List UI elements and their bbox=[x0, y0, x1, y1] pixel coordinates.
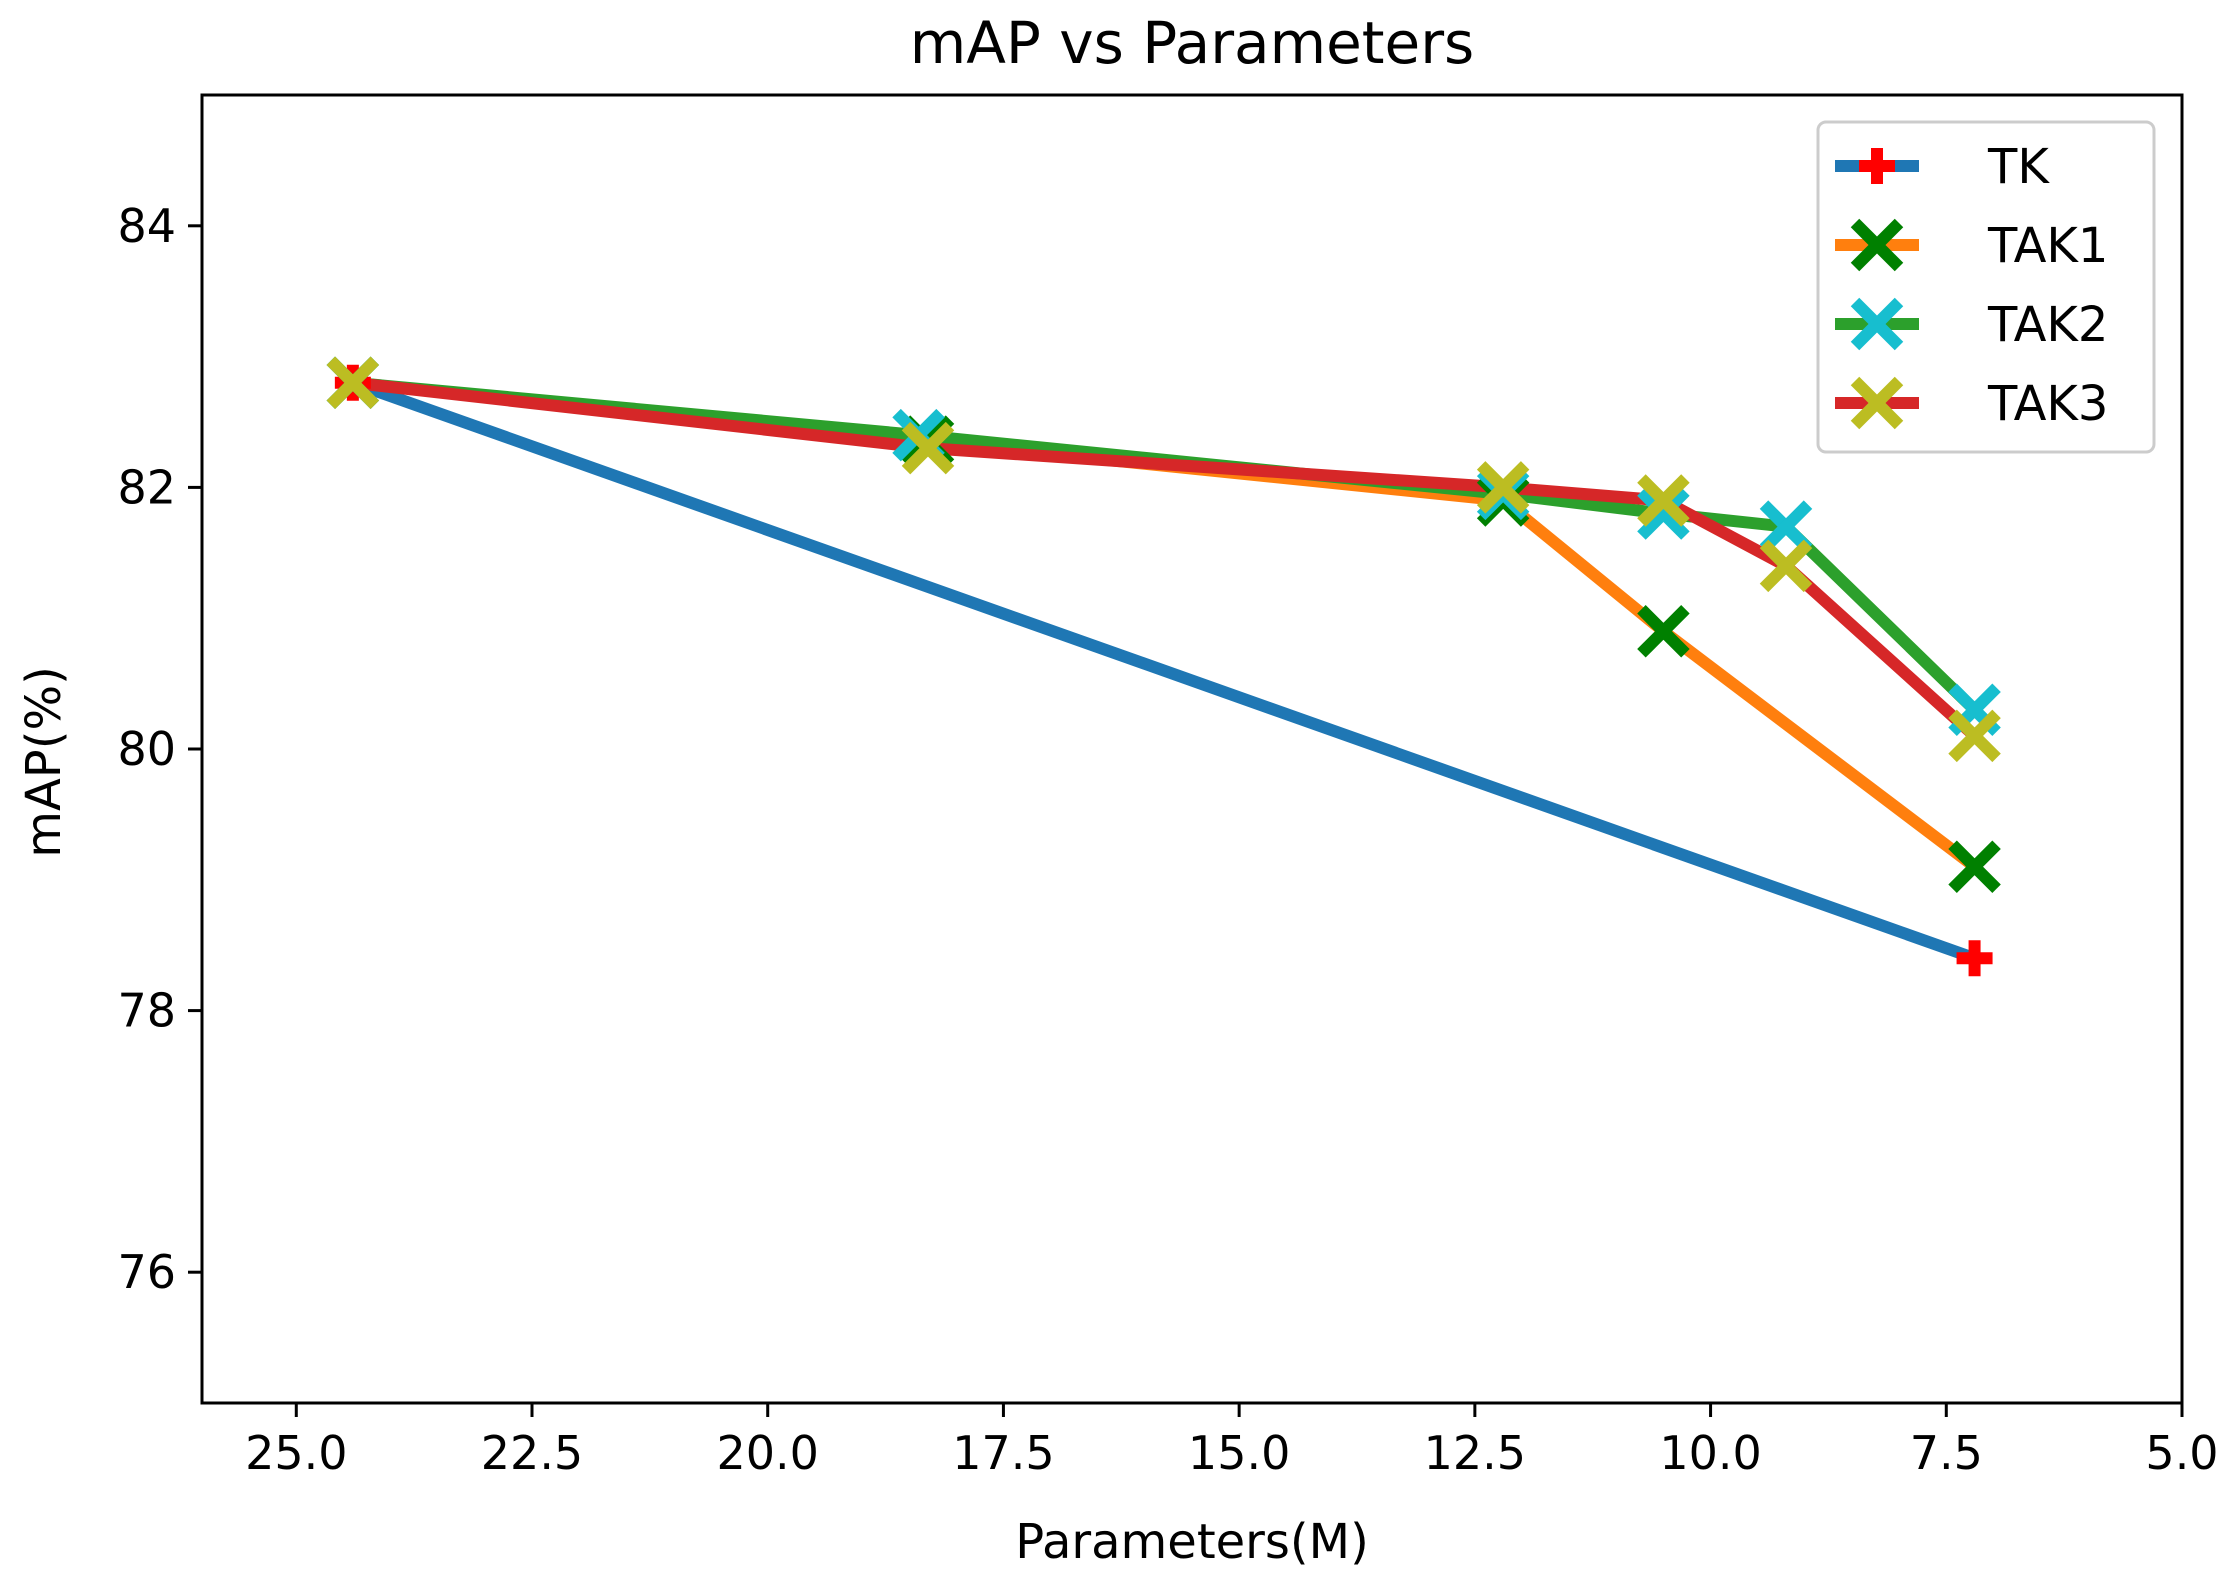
data-point-tak3-0 bbox=[326, 356, 380, 410]
x-tick-label: 12.5 bbox=[1424, 1426, 1526, 1480]
x-tick-label: 20.0 bbox=[717, 1426, 819, 1480]
series-line-tk bbox=[350, 377, 1977, 964]
legend-label: TAK2 bbox=[1987, 297, 2108, 353]
plot-area bbox=[326, 356, 2001, 977]
legend-marker-swatch bbox=[1850, 218, 1904, 272]
legend-item-tak3: TAK3 bbox=[1835, 376, 2108, 432]
legend-marker-swatch bbox=[1850, 297, 1904, 351]
x-tick-label: 25.0 bbox=[245, 1426, 347, 1480]
x-tick-label: 22.5 bbox=[481, 1426, 583, 1480]
x-tick-label: 15.0 bbox=[1188, 1426, 1290, 1480]
legend: TK TAK1 TAK2 TAK3 bbox=[1816, 120, 2156, 454]
legend-item-tk: TK bbox=[1835, 139, 2050, 195]
y-tick-label: 76 bbox=[117, 1245, 176, 1299]
y-tick-label: 84 bbox=[117, 199, 176, 253]
x-tick-label: 7.5 bbox=[1910, 1426, 1983, 1480]
legend-item-tak2: TAK2 bbox=[1835, 297, 2108, 353]
axes: 25.0 22.5 20.0 17.5 15.0 12.5 10.0 7.5 5.0 76 78 80… bbox=[117, 93, 2219, 1480]
data-point-tak2-4 bbox=[1759, 500, 1813, 553]
x-axis-label: Parameters(M) bbox=[1015, 1514, 1369, 1570]
series-line-tak2 bbox=[352, 376, 1979, 715]
data-point-tak3-5 bbox=[1948, 709, 2001, 763]
legend-marker-swatch bbox=[1850, 376, 1904, 430]
x-tick-label: 10.0 bbox=[1659, 1426, 1761, 1480]
chart-title: mAP vs Parameters bbox=[910, 9, 1475, 77]
data-point-tak1-4 bbox=[1948, 840, 2001, 893]
y-tick-label: 78 bbox=[117, 984, 176, 1038]
data-point-tak3-1 bbox=[901, 421, 955, 475]
data-point-tak3-3 bbox=[1637, 474, 1690, 527]
x-tick-label: 17.5 bbox=[952, 1426, 1054, 1480]
x-tick-label: 5.0 bbox=[2145, 1426, 2218, 1480]
legend-box bbox=[1816, 120, 2156, 454]
legend-label: TAK3 bbox=[1987, 376, 2108, 432]
legend-marker-swatch bbox=[1859, 148, 1895, 184]
data-point-tak1-3 bbox=[1637, 605, 1690, 658]
y-tick-label: 82 bbox=[117, 460, 176, 514]
data-point-tk-1 bbox=[1956, 940, 1993, 977]
data-point-tak3-2 bbox=[1476, 461, 1530, 514]
y-tick-label: 80 bbox=[117, 722, 176, 776]
data-point-tak2-3 bbox=[1637, 487, 1690, 540]
legend-label: TK bbox=[1987, 139, 2050, 195]
y-axis-label: mAP(%) bbox=[16, 666, 72, 858]
legend-label: TAK1 bbox=[1987, 218, 2108, 274]
series-line-tak3 bbox=[352, 376, 1979, 741]
data-point-tak3-4 bbox=[1759, 539, 1813, 593]
legend-item-tak1: TAK1 bbox=[1835, 218, 2108, 274]
